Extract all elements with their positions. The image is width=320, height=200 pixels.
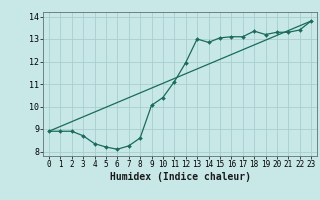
X-axis label: Humidex (Indice chaleur): Humidex (Indice chaleur) bbox=[109, 172, 251, 182]
